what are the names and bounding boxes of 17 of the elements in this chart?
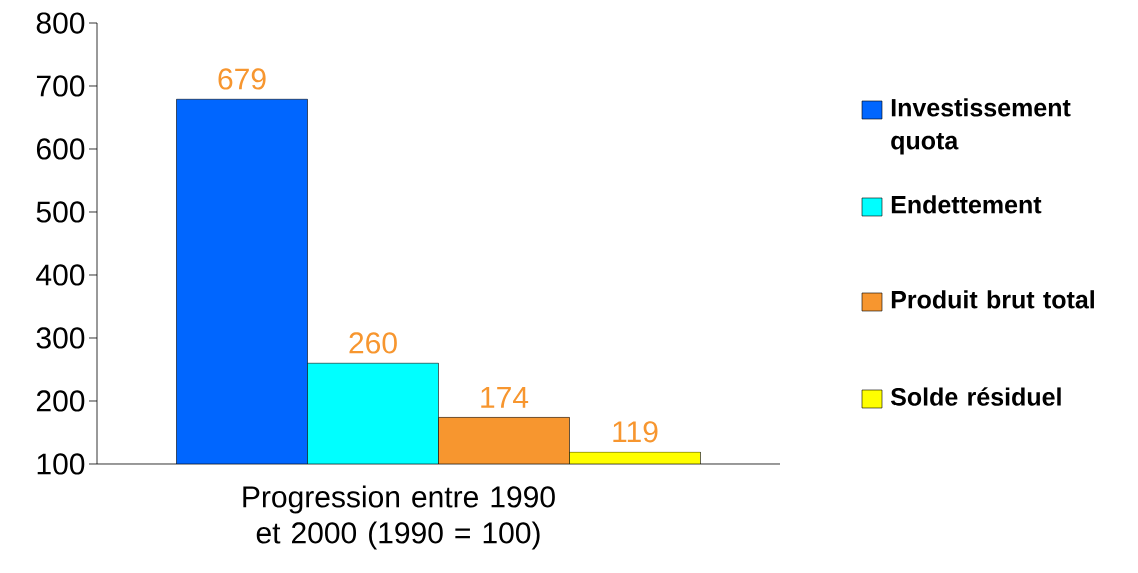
y-tick-label: 800: [36, 12, 85, 34]
data-label: 679: [218, 68, 266, 90]
y-tick-label: 700: [36, 75, 85, 97]
data-label: 119: [613, 421, 658, 443]
legend-label: Investissement quota: [891, 98, 1071, 155]
y-tick-label: 100: [37, 453, 85, 475]
data-label: 174: [481, 387, 529, 408]
legend-label: Solde résiduel: [890, 387, 1061, 406]
x-axis-title: Progression entre 1990 et 2000 (1990 = 100): [243, 485, 555, 550]
legend-label: Endettement: [891, 195, 1042, 214]
y-tick-label: 200: [36, 390, 85, 412]
y-tick-label: 400: [36, 264, 85, 286]
legend-label: Produit brut total: [891, 290, 1094, 309]
y-tick-label: 300: [36, 327, 85, 349]
y-tick-label: 500: [36, 201, 85, 223]
y-tick-label: 600: [36, 138, 85, 160]
data-label: 260: [349, 332, 397, 354]
